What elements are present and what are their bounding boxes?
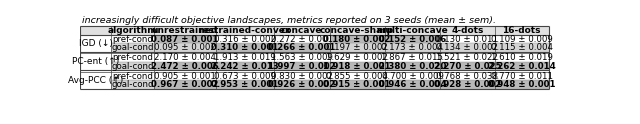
Text: concave-sharp: concave-sharp [320,26,394,35]
Text: 16-dots: 16-dots [502,26,541,35]
Text: 4-dots: 4-dots [451,26,484,35]
Text: concave: concave [281,26,323,35]
Text: goal-cond: goal-cond [111,80,154,89]
Text: 2.262 ± 0.014: 2.262 ± 0.014 [488,62,556,71]
Bar [111,80,549,89]
Bar [80,26,549,35]
Text: 0.130 ± 0.011: 0.130 ± 0.011 [436,35,499,44]
Text: goal-cond: goal-cond [111,62,154,71]
Text: restrained-convex: restrained-convex [198,26,291,35]
Bar [274,43,330,52]
Bar [216,80,274,89]
Bar [111,43,549,52]
Text: 1.563 ± 0.009: 1.563 ± 0.009 [271,53,333,62]
Text: 0.855 ± 0.004: 0.855 ± 0.004 [326,72,388,81]
Text: pref-cond: pref-cond [112,72,153,81]
Text: 2.472 ± 0.006: 2.472 ± 0.006 [151,62,218,71]
Bar [111,62,549,70]
Text: 2.380 ± 0.020: 2.380 ± 0.020 [379,62,446,71]
Text: Avg-PCC (↑): Avg-PCC (↑) [68,76,123,85]
Text: 0.152 ± 0.006: 0.152 ± 0.006 [379,35,446,44]
Text: 0.905 ± 0.001: 0.905 ± 0.001 [154,72,216,81]
Bar [216,62,274,70]
Bar [274,62,330,70]
Text: pref-cond: pref-cond [112,53,153,62]
Bar [440,80,495,89]
Text: 0.770 ± 0.011: 0.770 ± 0.011 [491,72,553,81]
Bar [154,62,216,70]
Text: 0.316 ± 0.002: 0.316 ± 0.002 [214,35,276,44]
Text: pref-cond: pref-cond [112,35,153,44]
Text: 0.830 ± 0.002: 0.830 ± 0.002 [271,72,333,81]
Text: 0.967 ± 0.002: 0.967 ± 0.002 [151,80,218,89]
Text: 1.867 ± 0.015: 1.867 ± 0.015 [381,53,444,62]
Text: 0.180 ± 0.002: 0.180 ± 0.002 [323,35,390,44]
Text: goal-cond: goal-cond [111,43,154,52]
Bar [385,35,440,43]
Text: 0.953 ± 0.001: 0.953 ± 0.001 [211,80,278,89]
Bar [154,80,216,89]
Text: multi-concave: multi-concave [376,26,449,35]
Text: 0.087 ± 0.001: 0.087 ± 0.001 [151,35,218,44]
Text: 0.928 ± 0.002: 0.928 ± 0.002 [434,80,501,89]
Text: PC-ent (↑): PC-ent (↑) [72,57,119,66]
Text: 1.918 ± 0.001: 1.918 ± 0.001 [323,62,391,71]
Text: 0.115 ± 0.004: 0.115 ± 0.004 [491,43,553,52]
Bar [330,62,385,70]
Text: 0.197 ± 0.002: 0.197 ± 0.002 [326,43,388,52]
Bar [440,62,495,70]
Text: 0.915 ± 0.001: 0.915 ± 0.001 [323,80,390,89]
Text: 0.768 ± 0.038: 0.768 ± 0.038 [436,72,499,81]
Bar [495,80,549,89]
Bar [385,80,440,89]
Text: 0.926 ± 0.002: 0.926 ± 0.002 [268,80,335,89]
Bar [495,62,549,70]
Bar [216,43,274,52]
Text: 0.272 ± 0.001: 0.272 ± 0.001 [271,35,333,44]
Bar [330,80,385,89]
Text: 0.310 ± 0.001: 0.310 ± 0.001 [211,43,278,52]
Text: 1.629 ± 0.002: 1.629 ± 0.002 [326,53,388,62]
Bar [274,80,330,89]
Text: 0.946 ± 0.004: 0.946 ± 0.004 [379,80,446,89]
Text: 1.997 ± 0.002: 1.997 ± 0.002 [268,62,335,71]
Text: 0.266 ± 0.001: 0.266 ± 0.001 [268,43,335,52]
Text: 0.700 ± 0.009: 0.700 ± 0.009 [381,72,444,81]
Text: 2.270 ± 0.025: 2.270 ± 0.025 [434,62,501,71]
Text: 1.913 ± 0.019: 1.913 ± 0.019 [214,53,276,62]
Text: 0.095 ± 0.002: 0.095 ± 0.002 [154,43,216,52]
Text: 0.109 ± 0.009: 0.109 ± 0.009 [491,35,552,44]
Text: increasingly difficult objective landscapes, metrics reported on 3 seeds (mean ±: increasingly difficult objective landsca… [81,16,495,25]
Text: 0.948 ± 0.001: 0.948 ± 0.001 [488,80,556,89]
Text: 2.242 ± 0.013: 2.242 ± 0.013 [211,62,278,71]
Text: IGD (↓): IGD (↓) [79,39,113,48]
Bar [330,35,385,43]
Bar [80,26,549,89]
Bar [154,35,216,43]
Text: unrestrained: unrestrained [152,26,218,35]
Text: 1.521 ± 0.022: 1.521 ± 0.022 [436,53,499,62]
Text: 0.173 ± 0.004: 0.173 ± 0.004 [381,43,444,52]
Text: 1.610 ± 0.019: 1.610 ± 0.019 [491,53,553,62]
Text: 0.673 ± 0.009: 0.673 ± 0.009 [214,72,276,81]
Text: 0.134 ± 0.002: 0.134 ± 0.002 [436,43,499,52]
Bar [385,62,440,70]
Text: algorithm: algorithm [108,26,157,35]
Text: 2.170 ± 0.004: 2.170 ± 0.004 [154,53,216,62]
